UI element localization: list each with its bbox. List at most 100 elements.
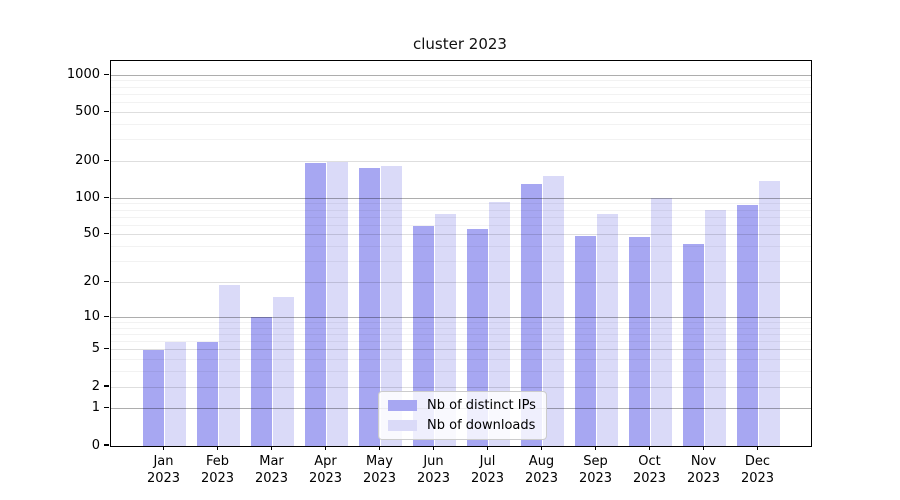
- legend-item-distinct-ips: Nb of distinct IPs: [388, 398, 536, 413]
- bar-feb-downloads: [218, 285, 241, 446]
- minor-gridline-3: [111, 371, 811, 373]
- minor-gridline-6: [111, 341, 811, 342]
- x-tick-label-jan: Jan 2023: [146, 454, 181, 486]
- y-tick-5: [104, 348, 109, 350]
- y-tick-label-10: 10: [83, 308, 100, 324]
- bar-sep-distinct-ips: [574, 236, 597, 446]
- gridline-200: [111, 160, 811, 162]
- legend-label-downloads: Nb of downloads: [427, 418, 536, 433]
- minor-gridline-8: [111, 327, 811, 329]
- bar-jan-downloads: [164, 341, 187, 446]
- y-tick-500: [104, 110, 109, 112]
- minor-gridline-9: [111, 321, 811, 323]
- bar-aug-distinct-ips: [520, 184, 543, 446]
- minor-gridline-60: [111, 224, 811, 226]
- x-tick-dec: [756, 446, 759, 451]
- x-tick-jan: [162, 446, 165, 451]
- bar-apr-distinct-ips: [304, 163, 327, 446]
- gridline-10: [111, 316, 811, 318]
- gridline-50: [111, 234, 811, 236]
- bar-jan-distinct-ips: [142, 349, 165, 446]
- gridline-100: [111, 197, 811, 199]
- bar-dec-downloads: [758, 181, 781, 446]
- x-tick-sep: [594, 446, 597, 451]
- bar-may-downloads: [380, 166, 403, 446]
- minor-gridline-600: [111, 102, 811, 103]
- bar-aug-downloads: [542, 175, 565, 446]
- x-tick-label-mar: Mar 2023: [254, 454, 289, 486]
- bar-jul-downloads: [488, 202, 511, 446]
- y-tick-label-500: 500: [75, 103, 100, 119]
- y-tick-label-1: 1: [91, 400, 100, 416]
- y-tick-50: [104, 233, 109, 235]
- legend: Nb of distinct IPs Nb of downloads: [378, 391, 547, 440]
- legend-swatch-distinct-ips-icon: [388, 400, 417, 411]
- minor-gridline-7: [111, 333, 811, 335]
- y-tick-label-1000: 1000: [66, 66, 100, 82]
- minor-gridline-800: [111, 86, 811, 88]
- x-tick-may: [378, 446, 381, 451]
- y-tick-20: [104, 280, 109, 283]
- y-tick-10: [104, 315, 109, 317]
- minor-gridline-900: [111, 80, 811, 82]
- bar-jun-downloads: [434, 214, 457, 446]
- minor-gridline-30: [111, 261, 811, 263]
- x-tick-mar: [270, 446, 273, 451]
- y-tick-label-200: 200: [75, 152, 100, 168]
- x-tick-jul: [486, 446, 489, 451]
- legend-swatch-downloads-icon: [388, 420, 417, 431]
- x-tick-label-sep: Sep 2023: [578, 454, 613, 486]
- x-tick-label-feb: Feb 2023: [200, 454, 235, 486]
- y-tick-label-5: 5: [91, 341, 100, 357]
- y-tick-label-0: 0: [91, 437, 100, 453]
- bar-sep-downloads: [596, 214, 619, 446]
- minor-gridline-70: [111, 216, 811, 218]
- x-tick-nov: [702, 446, 705, 451]
- x-tick-apr: [324, 446, 327, 451]
- bar-oct-downloads: [650, 198, 673, 446]
- x-tick-feb: [216, 446, 219, 451]
- minor-gridline-90: [111, 203, 811, 205]
- x-tick-oct: [648, 446, 651, 451]
- gridline-20: [111, 282, 811, 283]
- bar-nov-downloads: [704, 210, 727, 446]
- y-tick-label-20: 20: [83, 274, 100, 289]
- x-tick-label-jun: Jun 2023: [416, 454, 451, 486]
- bar-feb-distinct-ips: [196, 341, 219, 446]
- minor-gridline-400: [111, 123, 811, 125]
- y-tick-2: [104, 385, 109, 387]
- x-tick-label-nov: Nov 2023: [686, 454, 721, 486]
- minor-gridline-40: [111, 246, 811, 248]
- y-tick-100: [104, 196, 109, 198]
- chart-title: cluster 2023: [413, 35, 507, 53]
- legend-item-downloads: Nb of downloads: [388, 418, 536, 433]
- x-tick-label-apr: Apr 2023: [308, 454, 343, 486]
- bar-may-distinct-ips: [358, 167, 381, 446]
- bar-apr-downloads: [326, 162, 349, 446]
- gridline-1000: [111, 74, 811, 76]
- y-tick-label-50: 50: [83, 226, 100, 242]
- bar-mar-distinct-ips: [250, 317, 273, 446]
- legend-label-distinct-ips: Nb of distinct IPs: [427, 398, 536, 413]
- gridline-5: [111, 349, 811, 351]
- bar-nov-distinct-ips: [682, 244, 705, 446]
- minor-gridline-80: [111, 209, 811, 211]
- y-tick-1000: [104, 73, 109, 75]
- x-tick-label-jul: Jul 2023: [470, 454, 505, 486]
- bar-oct-distinct-ips: [628, 237, 651, 446]
- x-tick-jun: [432, 446, 435, 451]
- y-tick-0: [104, 444, 109, 446]
- x-tick-aug: [540, 446, 543, 451]
- y-tick-label-2: 2: [91, 378, 100, 394]
- x-tick-label-dec: Dec 2023: [740, 454, 775, 486]
- minor-gridline-300: [111, 139, 811, 141]
- minor-gridline-700: [111, 93, 811, 95]
- bar-dec-distinct-ips: [736, 205, 759, 446]
- y-tick-label-100: 100: [75, 189, 100, 205]
- gridline-500: [111, 111, 811, 113]
- bar-mar-downloads: [272, 297, 295, 446]
- y-tick-200: [104, 159, 109, 161]
- plot-area: [110, 60, 812, 447]
- minor-gridline-4: [111, 359, 811, 361]
